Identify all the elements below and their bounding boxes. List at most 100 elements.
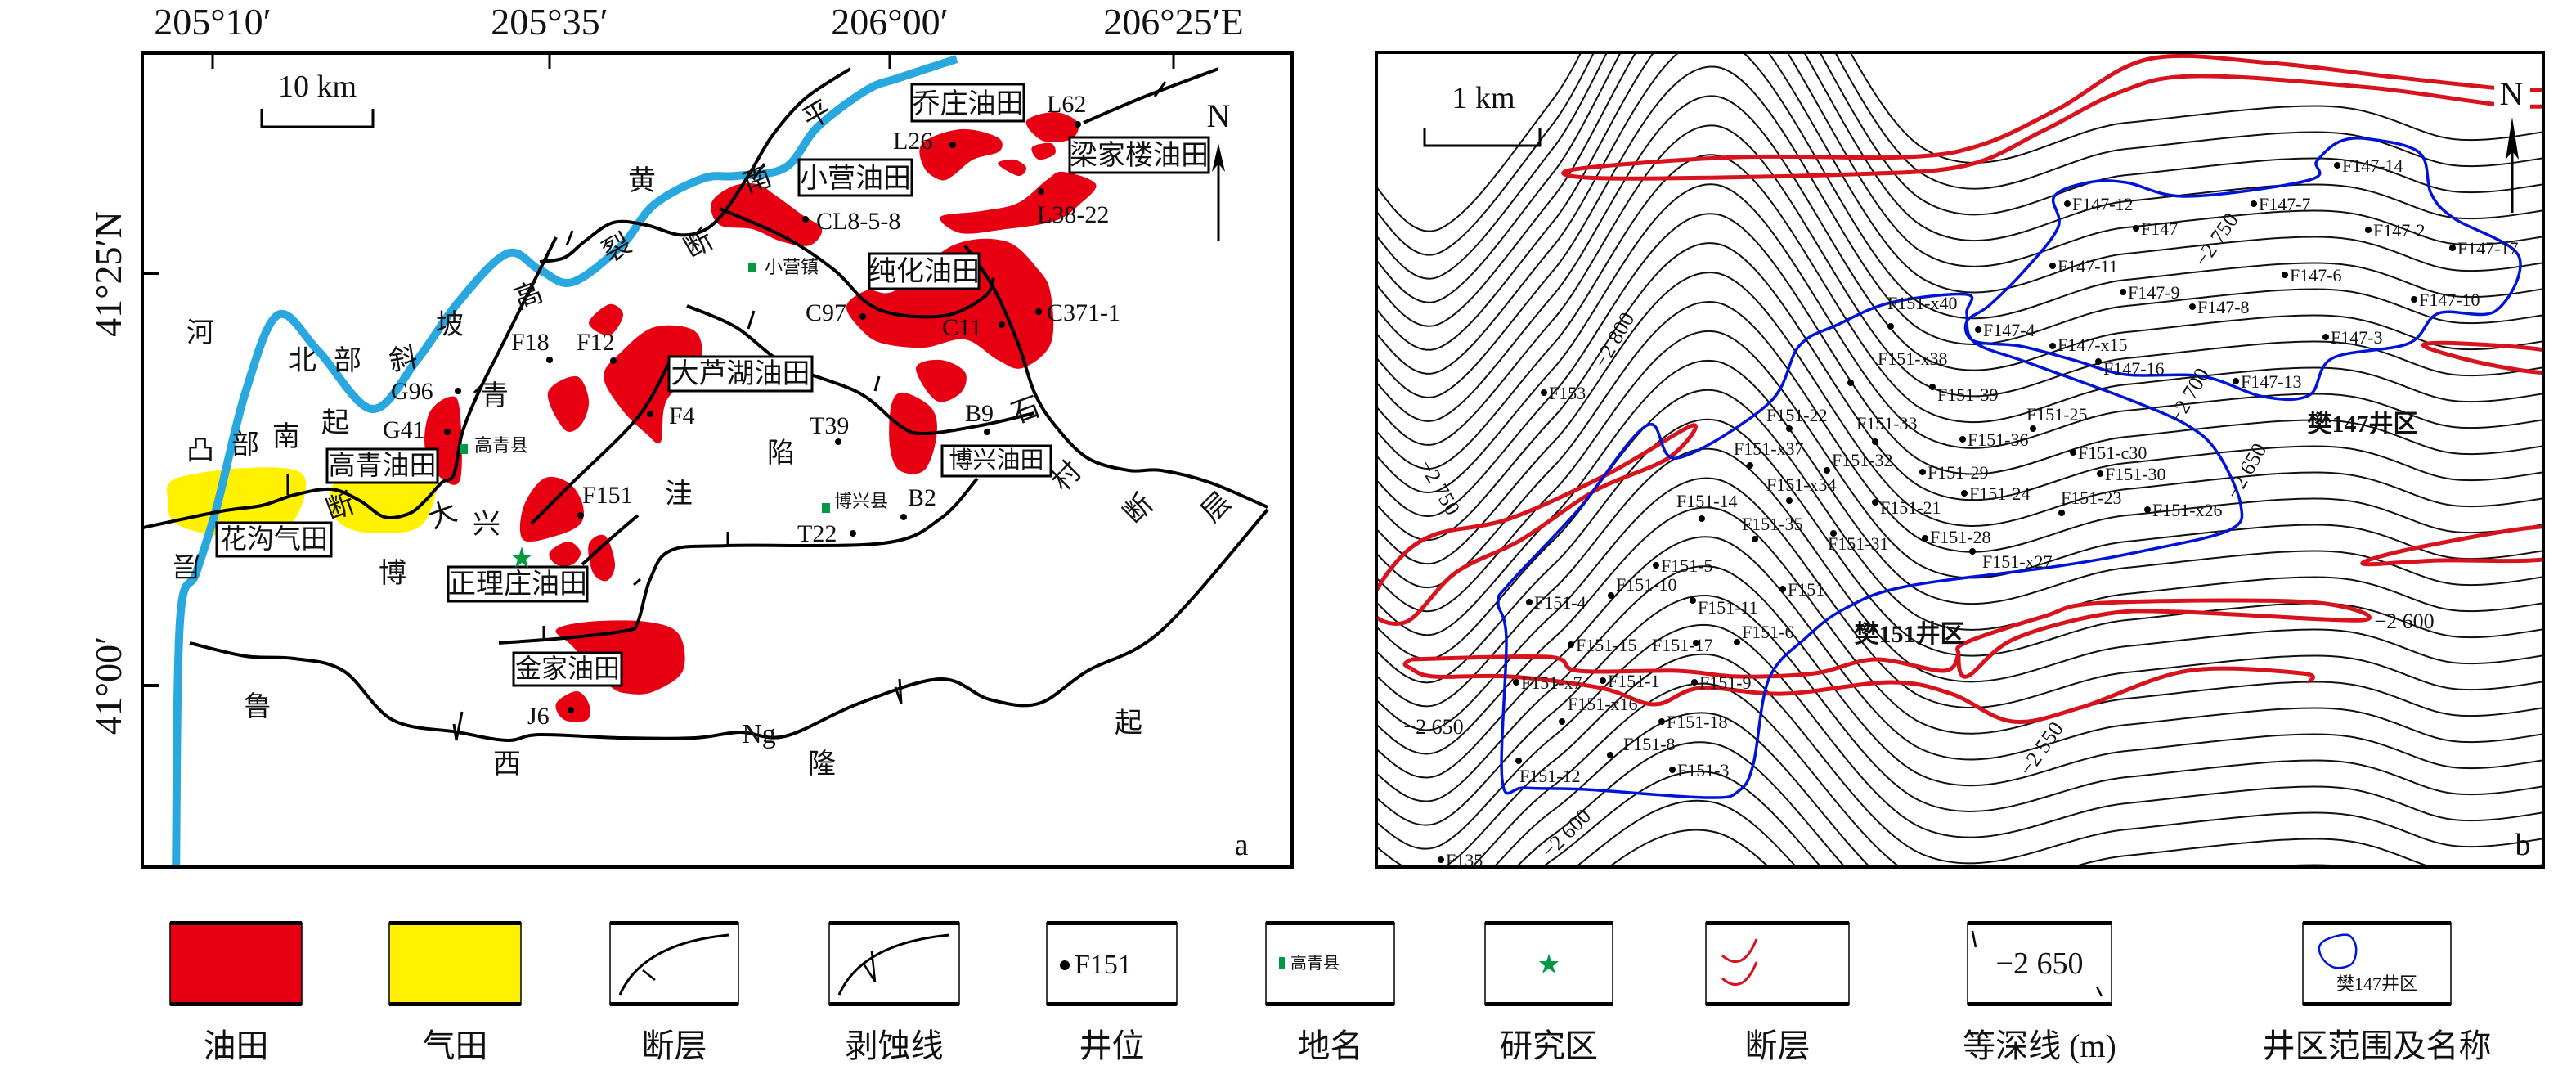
fault-tick [873,375,881,392]
region-label: 凸 [186,436,214,466]
well-label: F151-24 [1969,483,2031,504]
well-label: F151-10 [1616,574,1677,595]
well-dot-icon [2070,449,2076,456]
region-label: 层 [1196,487,1236,528]
scale-bar [1423,128,1542,147]
well-dot-icon [1929,384,1936,390]
legend-label: 断层 [1745,1027,1811,1064]
depth-contour-line [1376,389,2543,660]
well-area-boundary-fan147 [1963,137,2522,402]
well-dot-icon [1653,562,1659,569]
gas-field-area [166,467,307,537]
region-label: 起 [1115,708,1142,739]
well-dot-icon [2064,200,2071,207]
well-dot-icon [2030,425,2036,432]
well-label: F147-11 [2058,256,2118,276]
depth-contour-line [1376,272,2543,564]
well-label: F151-6 [1742,622,1794,642]
well-label: F151-22 [1766,405,1828,425]
yellow-river-line [172,55,958,867]
well-dot-icon [1752,536,1758,542]
region-label: 层 [173,550,200,580]
legend-item: 气田 [388,921,522,1064]
fault-line [530,359,672,525]
panel-a-regional-map: 205°10′ 205°35′ 206°00′ 206°25′E 41°25′N 41°0… [88,1,1294,869]
region-label: 断 [679,224,718,265]
depth-contour-line [1376,213,2543,517]
oil-field-area [915,359,967,402]
well-dot-icon [2144,506,2151,513]
oil-field-area [519,476,584,542]
well-label: F147-12 [2072,194,2134,214]
well-dot-icon [1607,752,1613,758]
well-dot-icon [1699,515,1705,522]
oil-field-label-box [797,158,913,197]
fault-polygon [1561,53,2543,181]
contour-depth-label: −2 650 [1403,715,1463,739]
legend-label: 井区范围及名称 [2263,1027,2492,1064]
well-label: F151-33 [1856,413,1918,434]
well-dot-icon [1786,425,1793,432]
red-fault-icon [1721,961,1758,987]
well-dot-icon [1608,592,1614,599]
legend-swatch-bottom [389,1002,521,1006]
legend-swatch-top [829,921,959,925]
well-label: F151-21 [1880,497,1941,518]
longitude-tick-label: 205°10′ [154,1,271,43]
well-dot-icon [2058,510,2065,516]
region-label: 南 [272,421,300,452]
well-dot-icon [1872,438,1878,445]
well-dot-icon [1847,380,1854,386]
place-marker-icon [1279,957,1285,969]
legend-swatch-bottom [170,1002,302,1006]
scale-bar-label: 1 km [1452,81,1515,115]
depth-contour-line [1470,682,2543,867]
well-dot-icon [546,357,553,363]
panel-b-content [1376,52,2543,867]
depth-contour-line [1376,623,2543,850]
well-label: L62 [1047,91,1086,118]
well-dot-icon [1830,530,1837,537]
fault-tick [747,310,756,330]
well-dot-icon [835,438,841,445]
well-label: F151-28 [1930,527,1991,547]
well-label: F147-16 [2103,358,2165,379]
well-label: F151-x34 [1766,474,1837,495]
legend-swatch-top [1047,921,1177,925]
panel-letter: a [1235,828,1249,862]
legend-item: F151 井位 [1046,921,1178,1064]
legend-item: 断层 [609,921,739,1064]
longitude-tick-label: 206°25′E [1103,1,1244,43]
oil-field-label-box [940,444,1052,478]
fault-line [1083,67,1219,124]
well-dot-icon [2233,378,2239,384]
well-dot-icon [850,530,856,537]
legend-swatch-top [389,921,521,925]
fault-tick [565,230,574,246]
well-dot-icon [1786,497,1793,504]
well-label: F151-5 [1661,555,1713,576]
well-label: F151-x7 [1521,672,1582,693]
legend-swatch-top [170,921,302,925]
legend-symbol-text: 樊147井区 [2336,973,2417,994]
well-label: F151-8 [1623,734,1676,754]
well-label: F151-14 [1676,491,1738,511]
depth-contour-line [1376,65,2543,398]
well-label: B9 [965,400,994,427]
legend-swatch-bottom [1485,1002,1613,1006]
well-label: F147-6 [2290,265,2342,285]
well-dot-icon [455,388,461,394]
contour-stub-icon [1971,930,1977,948]
place-marker-icon [748,263,756,272]
well-label: F147-2 [2373,220,2426,241]
oil-field-label-box [868,252,981,290]
oil-field-label-box [1068,136,1210,174]
legend-label: 地名 [1298,1027,1363,1064]
contour-depth-label: −2 600 [2374,609,2434,633]
study-area-star-icon [511,546,532,568]
well-label: F151-32 [1832,450,1893,470]
depth-contour-line [1376,52,2543,280]
well-dot-icon [1961,490,1968,497]
